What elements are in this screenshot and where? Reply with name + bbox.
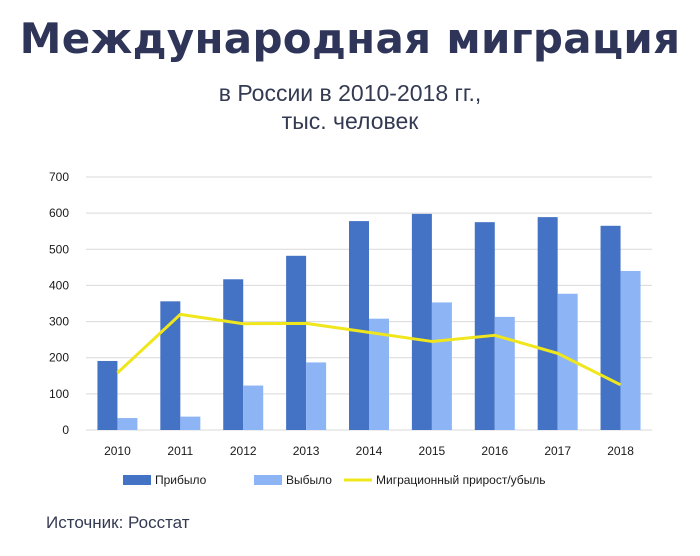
x-tick-label: 2016 [481, 444, 508, 458]
bar-departed [243, 385, 264, 430]
bars [97, 213, 641, 430]
x-tick-label: 2014 [356, 444, 383, 458]
legend-label: Миграционный прирост/убыль [376, 473, 546, 487]
y-tick-label: 0 [62, 423, 69, 437]
bar-arrived [600, 225, 621, 430]
legend-arrived: Прибыло [123, 473, 207, 487]
bar-departed [431, 302, 452, 430]
source-note: Источник: Росстат [46, 513, 190, 532]
net-migration-line [116, 312, 622, 387]
chart-title: Международная миграция [19, 14, 681, 63]
legend-swatch [123, 475, 151, 485]
y-tick-label: 400 [49, 278, 69, 292]
bar-arrived [349, 221, 369, 430]
y-tick-label: 300 [49, 315, 69, 329]
y-axis-ticks: 0 100 200 300 400 500 600 700 [49, 170, 69, 437]
bar-departed [180, 416, 201, 430]
bar-departed [494, 316, 515, 430]
x-tick-label: 2012 [230, 444, 257, 458]
y-tick-label: 700 [49, 170, 69, 184]
bar-arrived [97, 360, 118, 430]
x-tick-label: 2017 [544, 444, 571, 458]
y-tick-label: 200 [49, 351, 69, 365]
x-tick-label: 2015 [419, 444, 446, 458]
legend-net-migration: Миграционный прирост/убыль [344, 473, 546, 487]
bar-arrived [223, 279, 244, 430]
net-migration-line-layer [116, 312, 622, 387]
chart-units: тыс. человек [281, 108, 419, 134]
bar-departed [306, 362, 327, 430]
bar-arrived [474, 222, 495, 430]
bar-arrived [537, 217, 558, 430]
bar-departed [369, 318, 389, 430]
x-tick-label: 2013 [293, 444, 320, 458]
x-tick-label: 2011 [167, 444, 193, 458]
bar-arrived [160, 301, 181, 430]
legend-swatch [254, 475, 282, 485]
y-tick-label: 600 [49, 206, 69, 220]
legend: Прибыло Выбыло Миграционный прирост/убыль [123, 473, 546, 487]
bar-departed [620, 270, 641, 430]
x-tick-label: 2010 [104, 444, 131, 458]
bar-departed [117, 418, 138, 430]
x-axis-ticks: 2010 2011 2012 2013 2014 2015 2016 2017 2018 [104, 444, 634, 458]
bar-arrived [411, 213, 432, 430]
chart-subtitle: в России в 2010-2018 гг., [218, 80, 482, 106]
x-tick-label: 2018 [607, 444, 634, 458]
y-tick-label: 100 [49, 387, 69, 401]
bar-arrived [286, 255, 307, 430]
legend-departed: Выбыло [254, 473, 332, 487]
legend-label: Прибыло [155, 473, 207, 487]
legend-label: Выбыло [286, 473, 332, 487]
y-tick-label: 500 [49, 242, 69, 256]
bar-departed [557, 293, 578, 430]
